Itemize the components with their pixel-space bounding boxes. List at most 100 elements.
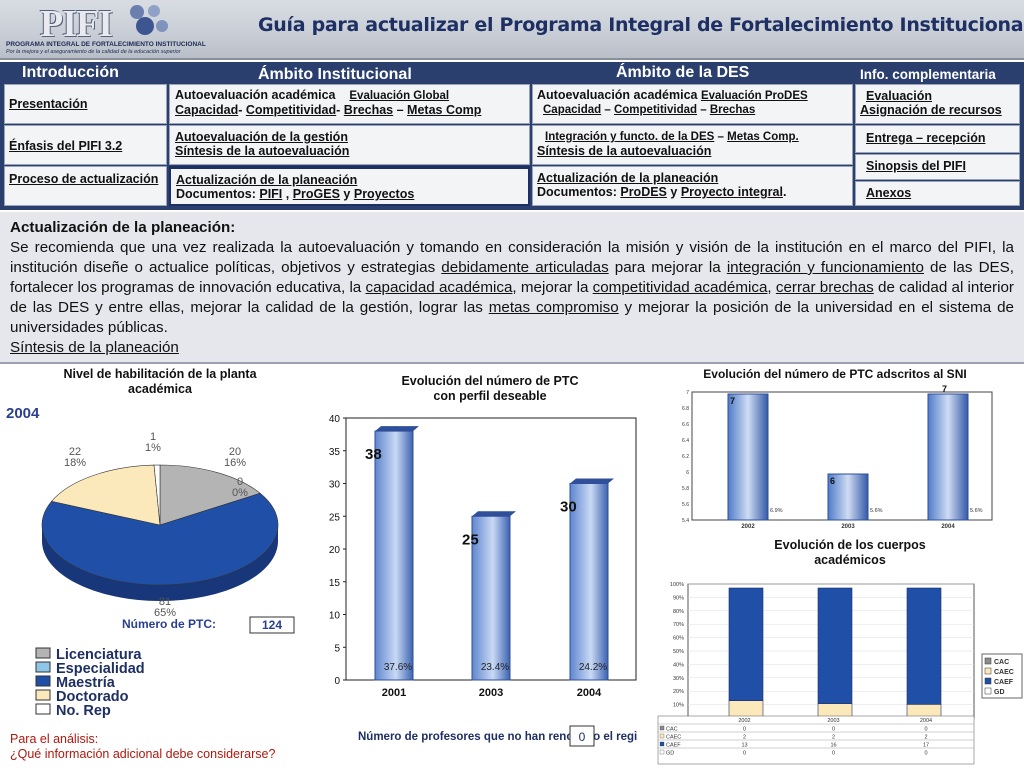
link-evaluacion-global[interactable]: Evaluación Global: [349, 90, 450, 102]
cuerpos-chart-title: Evolución de los cuerpos académicos: [774, 538, 926, 567]
bar1-ytick: 10: [329, 611, 341, 622]
cuerpos-chart: 0%10%20%30%40%50%60%70%80%90%100%2002200…: [657, 582, 1023, 765]
link-proyecto-integral[interactable]: Proyecto integral: [680, 185, 783, 199]
link-sintesis-autoevaluacion[interactable]: Síntesis de la autoevaluación: [175, 144, 350, 158]
nav-proceso[interactable]: Proceso de actualización: [4, 166, 167, 206]
bar2-percent-label: 5.6%: [870, 508, 883, 514]
bar3-table-cell: 2: [832, 735, 835, 741]
header-ambito-des: Ámbito de la DES: [616, 64, 750, 81]
bar1-xtick: 2004: [577, 687, 602, 699]
bar1-ytick: 35: [329, 447, 341, 458]
pie-label-count: 1: [150, 431, 156, 443]
bar1-value-label: 25: [462, 531, 479, 548]
nav-inst-planeacion-selected: Actualización de la planeación Documento…: [169, 166, 530, 206]
pifi-logo: PIFI PROGRAMA INTEGRAL DE FORTALECIMIENT…: [6, 2, 206, 56]
link-des-competitividad[interactable]: Competitividad: [613, 104, 698, 116]
legend-swatch-3: [35, 689, 51, 701]
link-des-metas-comp[interactable]: Metas Comp.: [727, 131, 799, 143]
pie-label-count: 20: [229, 446, 241, 458]
link-capacidad[interactable]: Capacidad: [175, 103, 239, 117]
bar3-table-cell: 0: [743, 727, 746, 733]
bar1-bar-2001: [374, 430, 414, 681]
bar3-legend-swatch-2: [984, 677, 992, 685]
bar2-ytick: 6.8: [682, 406, 689, 412]
bar1-percent-label: 37.6%: [384, 662, 412, 673]
link-evaluacion-prodes[interactable]: Evaluación ProDES: [700, 90, 808, 102]
pie-label-count: 22: [69, 446, 81, 458]
bar3-table-cell: 0: [832, 751, 835, 757]
bar1-ytick: 0: [334, 676, 340, 687]
header-ambito-institucional: Ámbito Institucional: [258, 66, 412, 83]
bar2-xtick: 2004: [941, 524, 955, 530]
sni-chart: 5.4 5.6 5.8 6 6.2 6.4 6.6 6.8 7 7 6.9% 2002 6 5.6% 200…: [682, 384, 993, 530]
bar3-ytick: 90%: [673, 595, 684, 601]
pie-chart-title: Nivel de habilitación de la planta acadé…: [63, 367, 257, 396]
link-autoevaluacion-gestion[interactable]: Autoevaluación de la gestión: [175, 130, 348, 144]
bar3-table-cell: 13: [741, 743, 747, 749]
link-autoevaluacion-academica[interactable]: Autoevaluación académica: [175, 88, 336, 102]
bar3-seg-caef: [728, 587, 764, 701]
link-competitividad[interactable]: Competitividad: [245, 103, 337, 117]
pie-label-percent: 18%: [64, 457, 86, 469]
nav-info-anexos[interactable]: Anexos: [855, 181, 1020, 206]
nav-inst-autoevaluacion: Autoevaluación académica Evaluación Glob…: [169, 84, 530, 124]
link-metas-comp[interactable]: Metas Comp: [407, 103, 482, 117]
logo-subtitle: PROGRAMA INTEGRAL DE FORTALECIMIENTO INS…: [6, 41, 206, 48]
nav-info-sinopsis[interactable]: Sinopsis del PIFI: [855, 154, 1020, 180]
link-integracion-des[interactable]: Integración y functo. de la DES: [545, 131, 715, 143]
bar2-xtick: 2003: [841, 524, 855, 530]
bar2-xtick: 2002: [741, 524, 755, 530]
section-body: Se recomienda que una vez realizada la a…: [10, 239, 1015, 336]
link-des-sintesis[interactable]: Síntesis de la autoevaluación: [537, 144, 712, 158]
bar3-ytick: 80%: [673, 609, 684, 615]
pie-year-label: 2004: [6, 405, 40, 422]
bar1-bar-2003: [471, 515, 511, 681]
bar3-legend-label-1: CAEC: [994, 669, 1014, 676]
bar3-table-series: CAC: [666, 727, 678, 733]
bar3-ytick: 70%: [673, 622, 684, 628]
pie-total-label: Número de PTC:: [122, 617, 216, 631]
bar3-table-cell: 0: [743, 751, 746, 757]
link-proyectos[interactable]: Proyectos: [353, 187, 415, 201]
bar3-table-header: 2002: [738, 718, 750, 724]
bar3-table-cell: 16: [830, 743, 836, 749]
nav-presentacion[interactable]: Presentación: [4, 84, 167, 124]
link-des-brechas[interactable]: Brechas: [709, 104, 756, 116]
planeacion-description: Actualización de la planeación: Se recom…: [0, 212, 1024, 364]
link-des-capacidad[interactable]: Capacidad: [543, 104, 602, 116]
bar2-ytick: 5.6: [682, 502, 689, 508]
link-des-autoevaluacion[interactable]: Autoevaluación académica: [537, 88, 698, 102]
link-evaluacion[interactable]: Evaluación: [866, 89, 932, 103]
legend-label-4: No. Rep: [56, 703, 111, 718]
link-des-actualizacion[interactable]: Actualización de la planeación: [537, 171, 719, 185]
link-pifi[interactable]: PIFI: [259, 187, 283, 201]
bar3-table-cell: 17: [923, 743, 929, 749]
bar3-table-header: 2004: [920, 718, 932, 724]
link-prodes[interactable]: ProDES: [620, 185, 667, 199]
nav-enfasis[interactable]: Énfasis del PIFI 3.2: [4, 125, 167, 165]
nav-info-entrega[interactable]: Entrega – recepción: [855, 125, 1020, 153]
bar2-bar-2002: [727, 393, 769, 521]
link-asignacion-recursos[interactable]: Asignación de recursos: [860, 103, 1002, 117]
pie-slice-doctorado: [51, 464, 161, 526]
ptc-chart-title: Evolución del número de PTC con perfil d…: [401, 374, 579, 403]
analysis-note: Para el análisis: ¿Qué información adici…: [10, 732, 275, 762]
bar3-table-swatch: [659, 725, 665, 731]
link-proges[interactable]: ProGES: [292, 187, 340, 201]
link-brechas[interactable]: Brechas: [343, 103, 394, 117]
bar1-percent-label: 23.4%: [481, 662, 509, 673]
pie-slice-licenciatura: [159, 464, 261, 526]
pie-label-percent: 65%: [154, 607, 176, 619]
bar3-ytick: 50%: [673, 649, 684, 655]
legend-swatch-0: [35, 647, 51, 659]
nav-info-evaluacion: Evaluación Asignación de recursos: [855, 84, 1020, 124]
pie-label-percent: 1%: [145, 442, 161, 454]
pie-label-count: 81: [159, 596, 171, 608]
link-sintesis-planeacion[interactable]: Síntesis de la planeación: [10, 339, 179, 356]
pie-slice-norep: [153, 464, 161, 526]
link-actualizacion-planeacion[interactable]: Actualización de la planeación: [176, 173, 358, 187]
pie-slice-maestra: [41, 492, 279, 586]
bar2-ytick: 6: [686, 470, 689, 476]
legend-label-0: Licenciatura: [56, 647, 142, 663]
page-title: Guía para actualizar el Programa Integra…: [258, 14, 1024, 36]
